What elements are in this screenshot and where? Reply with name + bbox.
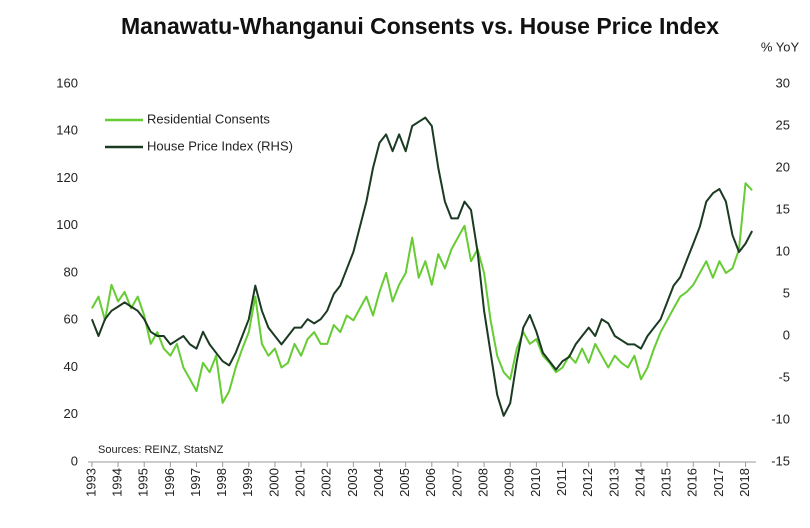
- y2-axis-label: % YoY: [761, 39, 800, 54]
- x-tick-label: 2016: [685, 468, 700, 497]
- x-tick-label: 1996: [162, 468, 177, 497]
- x-tick-label: 1993: [83, 468, 98, 497]
- x-tick-label: 2000: [266, 468, 281, 497]
- x-tick-label: 2010: [528, 468, 543, 497]
- x-tick-label: 2015: [659, 468, 674, 497]
- series-line: [90, 116, 753, 417]
- y2-tick-label: 30: [776, 75, 790, 90]
- x-tick-label: 2014: [632, 468, 647, 497]
- y-tick-label: 80: [64, 264, 78, 279]
- y-tick-label: 140: [56, 123, 78, 138]
- x-tick-label: 2004: [371, 468, 386, 497]
- y-tick-label: 20: [64, 406, 78, 421]
- y2-tick-label: 10: [776, 243, 790, 258]
- y2-tick-label: 25: [776, 117, 790, 132]
- x-tick-label: 2003: [345, 468, 360, 497]
- y-tick-label: 0: [71, 453, 78, 468]
- y-tick-label: 160: [56, 75, 78, 90]
- y-tick-label: 100: [56, 217, 78, 232]
- y2-tick-label: 20: [776, 159, 790, 174]
- x-tick-label: 2018: [737, 468, 752, 497]
- x-tick-label: 2005: [397, 468, 412, 497]
- y-tick-label: 40: [64, 359, 78, 374]
- y2-tick-label: -15: [771, 453, 790, 468]
- x-tick-label: 1999: [240, 468, 255, 497]
- x-tick-label: 2002: [319, 468, 334, 497]
- x-tick-label: 1994: [110, 468, 125, 497]
- x-tick-label: 2006: [423, 468, 438, 497]
- legend-label: House Price Index (RHS): [147, 138, 293, 153]
- y2-tick-label: 5: [783, 285, 790, 300]
- y-tick-label: 60: [64, 312, 78, 327]
- x-tick-label: 2017: [711, 468, 726, 497]
- legend-label: Residential Consents: [147, 111, 270, 126]
- x-tick-label: 2009: [502, 468, 517, 497]
- y2-tick-label: -5: [778, 369, 790, 384]
- x-tick-label: 2012: [580, 468, 595, 497]
- x-tick-label: 1998: [214, 468, 229, 497]
- source-note: Sources: REINZ, StatsNZ: [98, 444, 224, 456]
- x-tick-label: 2011: [554, 468, 569, 496]
- x-tick-label: 1997: [188, 468, 203, 497]
- y2-tick-label: 15: [776, 201, 790, 216]
- x-tick-label: 2001: [293, 468, 308, 497]
- y2-tick-label: -10: [771, 411, 790, 426]
- series-line: [91, 182, 753, 404]
- y-tick-label: 120: [56, 170, 78, 185]
- y2-tick-label: 0: [783, 327, 790, 342]
- x-tick-label: 1995: [136, 468, 151, 497]
- x-tick-label: 2007: [449, 468, 464, 497]
- x-tick-label: 2013: [606, 468, 621, 497]
- x-tick-label: 2008: [476, 468, 491, 497]
- chart-title: Manawatu-Whanganui Consents vs. House Pr…: [120, 13, 720, 39]
